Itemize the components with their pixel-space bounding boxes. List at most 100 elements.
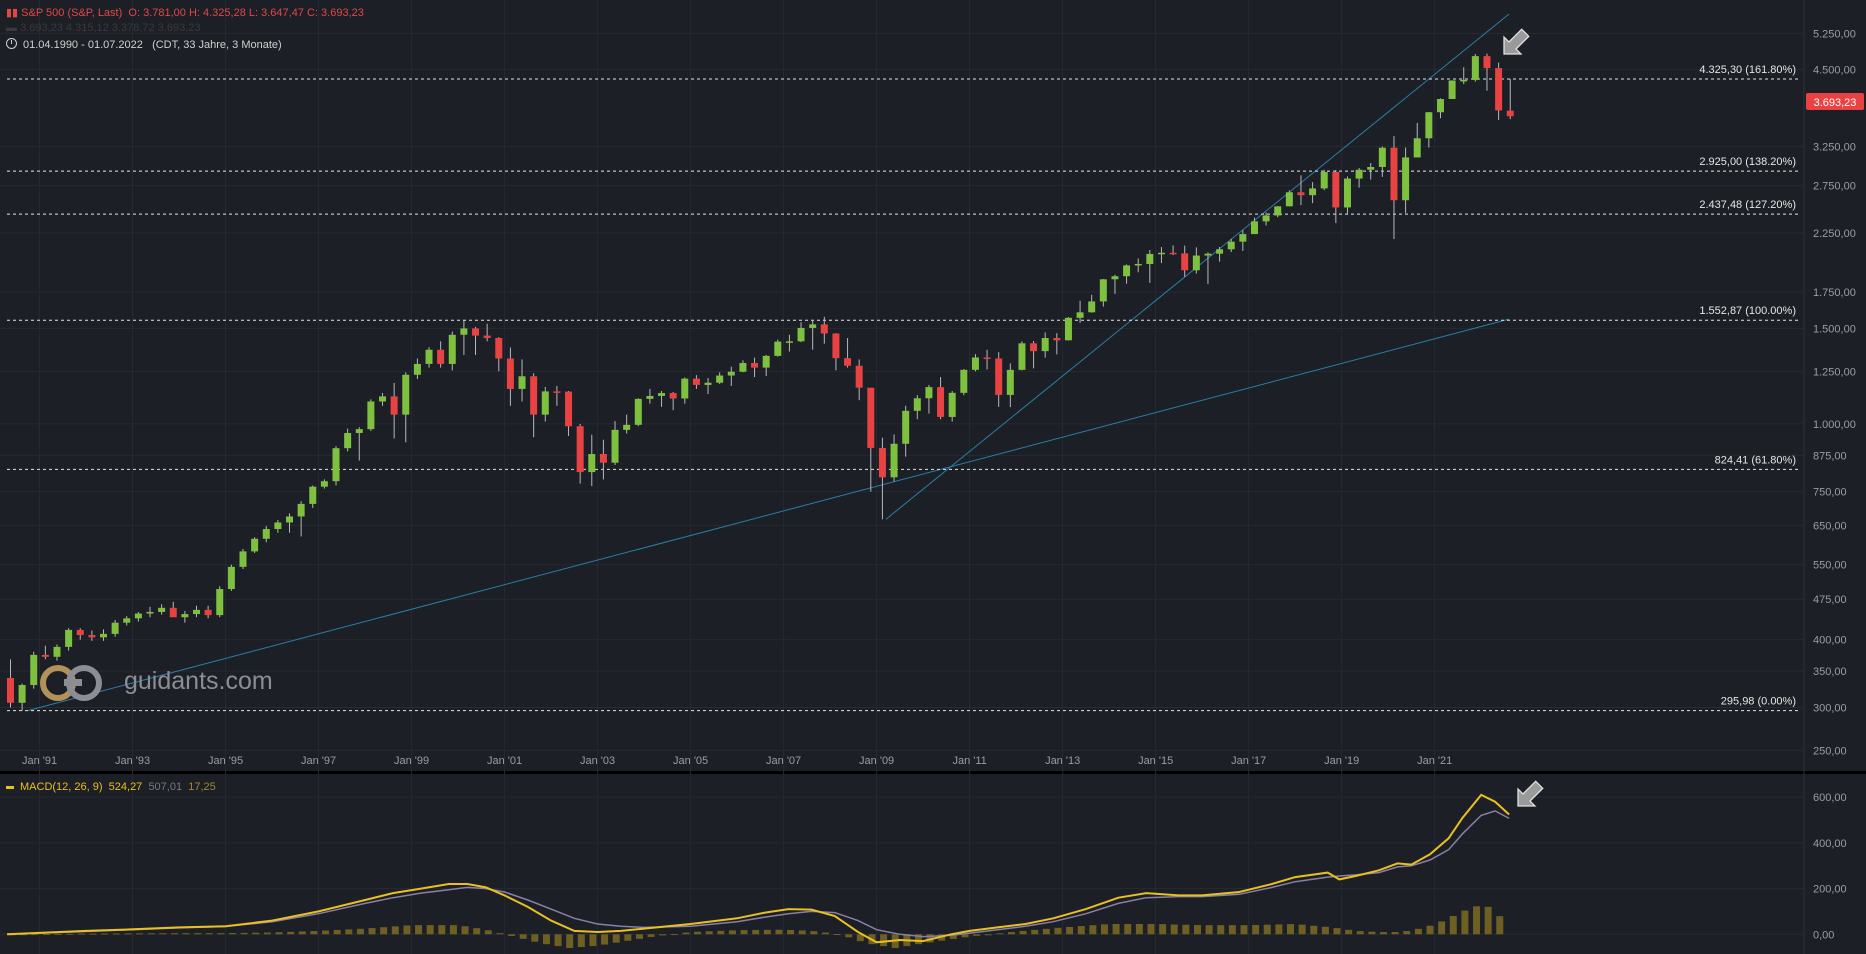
- candle[interactable]: [227, 564, 235, 591]
- date-range-header[interactable]: 01.04.1990 - 01.07.2022 (CDT, 33 Jahre, …: [6, 38, 282, 51]
- candle[interactable]: [960, 369, 968, 396]
- candle[interactable]: [1367, 162, 1375, 180]
- candle[interactable]: [123, 616, 131, 626]
- candle[interactable]: [913, 395, 921, 420]
- candle[interactable]: [820, 316, 828, 344]
- candle[interactable]: [1006, 363, 1014, 408]
- candle[interactable]: [320, 479, 328, 489]
- candle[interactable]: [1157, 247, 1165, 264]
- candle[interactable]: [1123, 264, 1131, 284]
- candle[interactable]: [971, 354, 979, 372]
- candle[interactable]: [948, 390, 956, 422]
- candle[interactable]: [65, 628, 73, 651]
- macd-arrow-icon[interactable]: [1510, 776, 1548, 814]
- candle[interactable]: [1262, 212, 1270, 226]
- candle[interactable]: [1309, 182, 1317, 204]
- candle[interactable]: [332, 446, 340, 486]
- macd-axis[interactable]: 0,00 200,00 400,00 600,00: [1813, 792, 1847, 941]
- candle[interactable]: [1506, 79, 1514, 120]
- candle[interactable]: [1227, 238, 1235, 253]
- candle[interactable]: [448, 331, 456, 371]
- candle[interactable]: [495, 337, 503, 372]
- candle[interactable]: [855, 359, 863, 401]
- candle[interactable]: [658, 390, 666, 407]
- candle[interactable]: [1425, 111, 1433, 148]
- candle[interactable]: [1471, 54, 1479, 82]
- time-axis[interactable]: Jan '91 Jan '93 Jan '95 Jan '97 Jan '99 Jan '…: [22, 755, 1452, 767]
- candle[interactable]: [1495, 62, 1503, 120]
- candle[interactable]: [355, 427, 363, 461]
- candle[interactable]: [727, 366, 735, 386]
- candle[interactable]: [692, 375, 700, 389]
- macd-signal-line[interactable]: [6, 810, 1510, 938]
- candle[interactable]: [53, 644, 61, 661]
- candle[interactable]: [681, 377, 689, 404]
- price-axis[interactable]: 250,00 300,00 350,00 400,00 475,00 550,00 650,…: [1813, 28, 1856, 757]
- candle[interactable]: [111, 619, 119, 637]
- candle[interactable]: [1378, 146, 1386, 177]
- pane-divider[interactable]: [0, 771, 1866, 774]
- candle[interactable]: [41, 645, 49, 660]
- candle[interactable]: [1146, 249, 1154, 283]
- candle[interactable]: [1436, 98, 1444, 119]
- candle[interactable]: [286, 513, 294, 533]
- candle[interactable]: [565, 390, 573, 436]
- candle[interactable]: [6, 659, 14, 708]
- candle[interactable]: [181, 610, 189, 623]
- candle[interactable]: [634, 398, 642, 427]
- candle[interactable]: [1285, 190, 1293, 207]
- candle[interactable]: [785, 334, 793, 352]
- candle[interactable]: [611, 421, 619, 465]
- candle[interactable]: [1239, 230, 1247, 251]
- candle[interactable]: [472, 326, 480, 355]
- candle[interactable]: [1355, 168, 1363, 188]
- candle[interactable]: [739, 360, 747, 373]
- candle[interactable]: [297, 501, 305, 537]
- candle[interactable]: [158, 604, 166, 615]
- candle[interactable]: [367, 399, 375, 432]
- candle[interactable]: [1320, 169, 1328, 191]
- candle[interactable]: [379, 393, 387, 406]
- candle[interactable]: [1088, 294, 1096, 313]
- macd-header[interactable]: MACD(12, 26, 9) 524,27 507,01 17,25: [6, 781, 216, 793]
- candle[interactable]: [832, 333, 840, 371]
- candle[interactable]: [193, 605, 201, 618]
- candle[interactable]: [1448, 80, 1456, 100]
- candle[interactable]: [251, 537, 259, 554]
- candle[interactable]: [460, 320, 468, 355]
- candle[interactable]: [204, 605, 212, 619]
- candle[interactable]: [413, 358, 421, 380]
- candle[interactable]: [1390, 136, 1398, 240]
- candle[interactable]: [809, 319, 817, 350]
- candle[interactable]: [1099, 279, 1107, 307]
- candle[interactable]: [937, 377, 945, 420]
- candle[interactable]: [390, 382, 398, 439]
- candle[interactable]: [599, 439, 607, 480]
- candle[interactable]: [1018, 341, 1026, 371]
- candle[interactable]: [669, 392, 677, 411]
- candle[interactable]: [239, 548, 247, 570]
- candle[interactable]: [1134, 258, 1142, 273]
- candle[interactable]: [437, 341, 445, 368]
- candle[interactable]: [76, 628, 84, 640]
- candle[interactable]: [18, 683, 26, 711]
- candle[interactable]: [1169, 245, 1177, 256]
- candle[interactable]: [146, 606, 154, 618]
- candle[interactable]: [1181, 245, 1189, 277]
- candle[interactable]: [1076, 300, 1084, 323]
- candle[interactable]: [716, 372, 724, 384]
- candle[interactable]: [134, 611, 142, 622]
- trendline[interactable]: [27, 318, 1510, 712]
- candle[interactable]: [925, 384, 933, 414]
- candle[interactable]: [169, 601, 177, 618]
- candle[interactable]: [995, 352, 1003, 407]
- candle[interactable]: [867, 387, 875, 492]
- candle[interactable]: [1192, 247, 1200, 274]
- candle[interactable]: [88, 630, 96, 641]
- candle[interactable]: [30, 651, 38, 689]
- candle[interactable]: [1053, 333, 1061, 355]
- candle[interactable]: [588, 434, 596, 487]
- candle[interactable]: [797, 322, 805, 343]
- candle[interactable]: [1297, 175, 1305, 206]
- candle[interactable]: [576, 423, 584, 484]
